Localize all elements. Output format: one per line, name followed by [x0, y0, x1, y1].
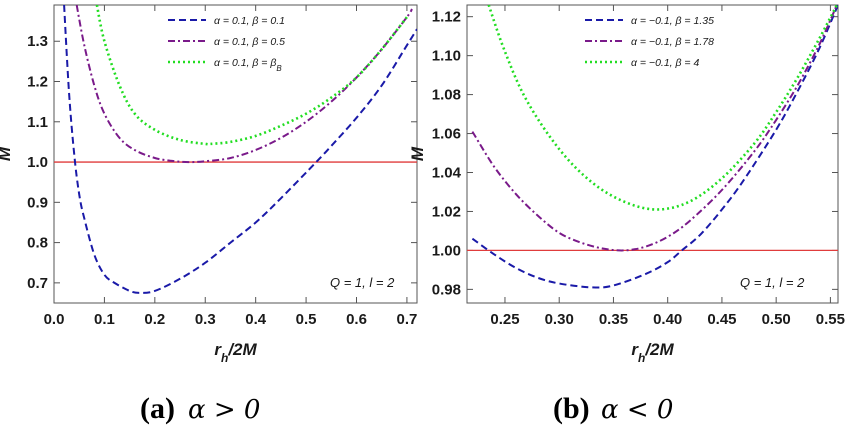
- x-tick-label: 0.2: [144, 311, 165, 328]
- y-tick-label: 1.0: [27, 154, 48, 171]
- y-tick-label: 1.06: [432, 126, 461, 143]
- x-tick-label: 0.45: [707, 311, 736, 328]
- parameter-annotation: Q = 1, l = 2: [740, 275, 805, 290]
- panel-b: 0.25 0.30 0.35 0.40 0.45 0.50 0.55 0.98 1.00 1.02…: [408, 4, 845, 425]
- x-axis-label: rh/2M: [214, 340, 257, 365]
- legend-label-2: α = 0.1, β = 0.5: [214, 36, 285, 48]
- legend-label-3: α = 0.1, β = βB: [214, 57, 282, 73]
- x-tick-label: 0.40: [653, 311, 682, 328]
- legend-label-1: α = 0.1, β = 0.1: [214, 15, 285, 27]
- y-tick-label: 1.1: [27, 114, 48, 131]
- x-tick-label: 0.30: [545, 311, 574, 328]
- legend-label-1: α = −0.1, β = 1.35: [631, 15, 714, 27]
- parameter-annotation: Q = 1, l = 2: [330, 275, 395, 290]
- x-tick-label: 0.3: [195, 311, 216, 328]
- y-tick-label: 1.3: [27, 33, 48, 50]
- panel-a: 0.0 0.1 0.2 0.3 0.4 0.5 0.6 0.7 0.7 0.8 0.9 1.0 1.1 1…: [0, 4, 418, 425]
- y-tick-label: 1.02: [432, 203, 461, 220]
- legend-label-3: α = −0.1, β = 4: [631, 57, 699, 69]
- y-axis-label: M: [408, 146, 427, 161]
- y-tick-label: 0.98: [432, 281, 461, 298]
- panel-caption-condition: α < 0: [601, 395, 673, 425]
- panel-caption-tag: (b): [553, 392, 590, 425]
- plot-frame: [53, 4, 418, 304]
- series-line-3: [487, 5, 838, 211]
- series-line-2: [471, 5, 838, 252]
- y-tick-label: 1.00: [432, 242, 461, 259]
- x-axis-label: rh/2M: [631, 340, 674, 365]
- legend-label-2: α = −0.1, β = 1.78: [631, 36, 714, 48]
- y-tick-label: 1.04: [432, 165, 462, 182]
- x-tick-label: 0.35: [599, 311, 628, 328]
- y-tick-label: 1.2: [27, 74, 48, 91]
- series-line-1: [471, 5, 838, 289]
- y-axis-label: M: [0, 146, 14, 161]
- y-tick-label: 1.08: [432, 87, 461, 104]
- x-tick-label: 0.7: [396, 311, 417, 328]
- panel-caption-condition: α > 0: [188, 395, 260, 425]
- x-tick-label: 0.5: [296, 311, 317, 328]
- series-line-1: [63, 5, 417, 294]
- y-tick-label: 1.10: [432, 48, 461, 65]
- x-tick-label: 0.50: [762, 311, 791, 328]
- x-tick-label: 0.0: [44, 311, 65, 328]
- x-tick-label: 0.55: [816, 311, 845, 328]
- plot-frame: [466, 4, 839, 304]
- x-tick-label: 0.25: [490, 311, 519, 328]
- x-tick-label: 0.1: [94, 311, 115, 328]
- y-tick-label: 0.9: [27, 194, 48, 211]
- panel-caption-tag: (a): [140, 392, 175, 425]
- y-tick-label: 0.8: [27, 235, 48, 252]
- series-line-2: [75, 5, 413, 164]
- x-tick-label: 0.4: [245, 311, 267, 328]
- y-tick-label: 1.12: [432, 9, 461, 26]
- series-line-3: [95, 5, 408, 146]
- x-tick-label: 0.6: [346, 311, 367, 328]
- y-tick-label: 0.7: [27, 275, 48, 292]
